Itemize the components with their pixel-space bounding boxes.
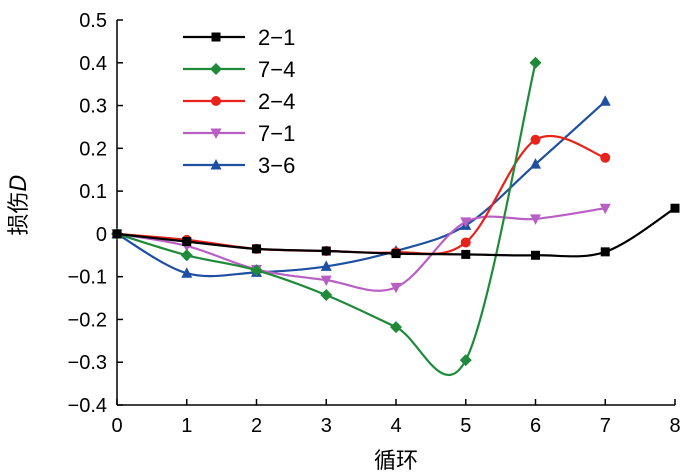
data-point [320, 275, 332, 287]
legend-item-2: 2−4 [183, 89, 295, 114]
legend-item-0: 2−1 [183, 25, 295, 50]
y-tick-label: 0 [96, 224, 107, 246]
y-tick-label: 0.5 [79, 10, 107, 32]
series-group [111, 56, 680, 377]
y-axis-title-main: 损伤 [7, 191, 32, 235]
legend-marker [211, 32, 221, 42]
x-axis-title: 循环 [374, 449, 418, 474]
data-point [599, 203, 611, 215]
y-tick-label: −0.4 [68, 395, 107, 417]
data-point [529, 56, 542, 69]
data-point [321, 246, 331, 256]
data-point [461, 249, 471, 259]
data-point [250, 264, 263, 277]
data-point [390, 282, 402, 294]
y-tick-label: −0.2 [68, 309, 107, 331]
x-tick-label: 4 [390, 415, 401, 437]
data-point [531, 250, 540, 260]
data-point [182, 237, 192, 247]
legend: 2−1 7−4 2−4 7−1 3−6 [183, 25, 295, 178]
y-tick-label: 0.4 [79, 53, 107, 75]
series-line [116, 100, 607, 278]
legend-marker [210, 159, 222, 170]
data-point [112, 229, 122, 239]
data-point [181, 267, 193, 278]
data-point [599, 95, 611, 106]
x-tick-label: 0 [111, 415, 122, 437]
y-tick-label: 0.2 [79, 138, 107, 160]
y-axis-title-var: D [7, 175, 32, 192]
x-tick-label: 2 [251, 415, 262, 437]
x-tick-label: 8 [669, 415, 680, 437]
series-1 [111, 56, 542, 377]
x-tick-label: 5 [460, 415, 471, 437]
series-0 [112, 203, 680, 260]
series-3 [111, 203, 611, 294]
data-point [459, 354, 472, 367]
legend-label: 2−1 [258, 25, 295, 50]
legend-marker [210, 128, 222, 139]
data-point [530, 214, 541, 225]
data-point [390, 321, 402, 334]
y-tick-label: −0.1 [68, 267, 107, 289]
x-tick-label: 3 [321, 415, 332, 437]
data-point [530, 134, 541, 145]
y-tick-label: −0.3 [68, 352, 107, 374]
data-point [391, 249, 401, 259]
legend-label: 7−1 [258, 121, 295, 146]
legend-marker [211, 96, 221, 106]
data-point [252, 244, 261, 254]
legend-item-4: 3−6 [183, 153, 295, 178]
data-point [460, 217, 472, 228]
x-tick-label: 1 [181, 415, 192, 437]
legend-label: 2−4 [258, 89, 295, 114]
series-line [116, 62, 537, 377]
data-point [180, 249, 193, 262]
data-point [530, 158, 541, 169]
data-point [600, 247, 610, 257]
axes: 0.50.40.30.20.10−0.1−0.2−0.3−0.40 1 2 3 4 5 6 7… [68, 10, 681, 437]
legend-item-1: 7−4 [183, 57, 295, 82]
legend-item-3: 7−1 [183, 121, 295, 146]
legend-marker [210, 63, 222, 75]
series-line [116, 134, 606, 255]
legend-label: 3−6 [258, 153, 295, 178]
x-tick-label: 7 [600, 415, 611, 437]
data-point [320, 260, 332, 271]
y-axis-title: 损伤D [7, 175, 32, 236]
data-point [320, 289, 333, 302]
data-point [670, 203, 680, 213]
legend-label: 7−4 [258, 57, 295, 82]
data-point [600, 152, 611, 163]
series-line [116, 207, 606, 292]
y-tick-label: 0.1 [79, 181, 107, 203]
data-point [460, 237, 471, 248]
x-tick-label: 6 [530, 415, 541, 437]
y-tick-label: 0.3 [79, 96, 107, 118]
